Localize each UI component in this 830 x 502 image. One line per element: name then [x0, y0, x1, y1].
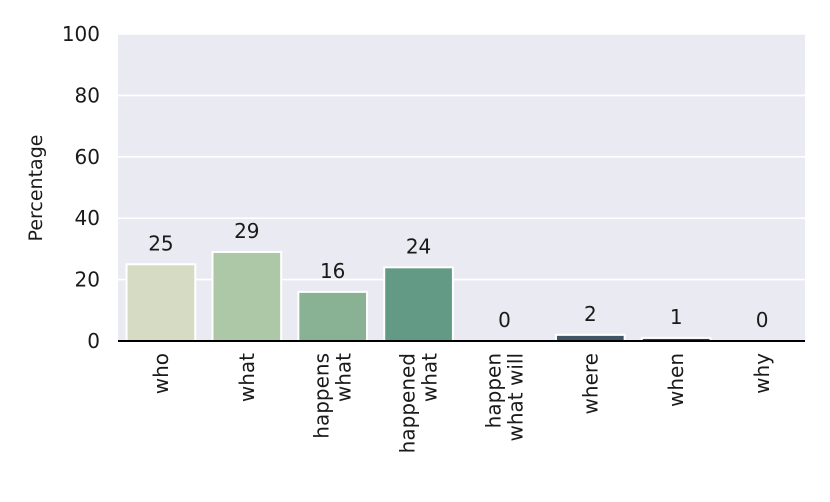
bar-value-label: 24: [406, 234, 431, 258]
y-tick-label: 80: [75, 83, 100, 107]
bar-value-label: 25: [148, 231, 173, 255]
x-axis-ticks: who what whathappens whathappened what willh…: [149, 353, 774, 453]
bar: [297, 290, 369, 343]
y-tick-label: 60: [75, 145, 100, 169]
x-tick-label: where: [578, 353, 602, 414]
y-tick-label: 20: [75, 268, 100, 292]
bar-value-label: 0: [756, 308, 769, 332]
y-axis-ticks: 0 20 40 60 80 100: [62, 22, 100, 353]
x-tick-label: whathappened: [396, 353, 442, 453]
bar-value-label: 29: [234, 219, 259, 243]
bar: [383, 266, 454, 343]
y-tick-label: 100: [62, 22, 100, 46]
x-tick-label: who: [149, 353, 173, 394]
bar-value-label: 2: [584, 302, 597, 326]
bar-value-label: 1: [670, 305, 683, 329]
y-tick-label: 0: [87, 329, 100, 353]
x-tick-label: whathappens: [310, 353, 356, 439]
bar-value-labels: 25 29 16 24 0 2 1 0: [148, 219, 768, 332]
bars: [125, 250, 712, 343]
bar: [211, 250, 283, 342]
bar-value-label: 0: [498, 308, 511, 332]
y-tick-label: 40: [75, 206, 100, 230]
bar: [125, 263, 197, 342]
x-tick-label: what: [235, 353, 259, 402]
bar-value-label: 16: [320, 259, 345, 283]
x-tick-label: what willhappen: [481, 353, 527, 442]
x-tick-label: when: [664, 353, 688, 407]
y-axis-label: Percentage: [25, 135, 47, 242]
x-tick-label: why: [750, 353, 774, 394]
